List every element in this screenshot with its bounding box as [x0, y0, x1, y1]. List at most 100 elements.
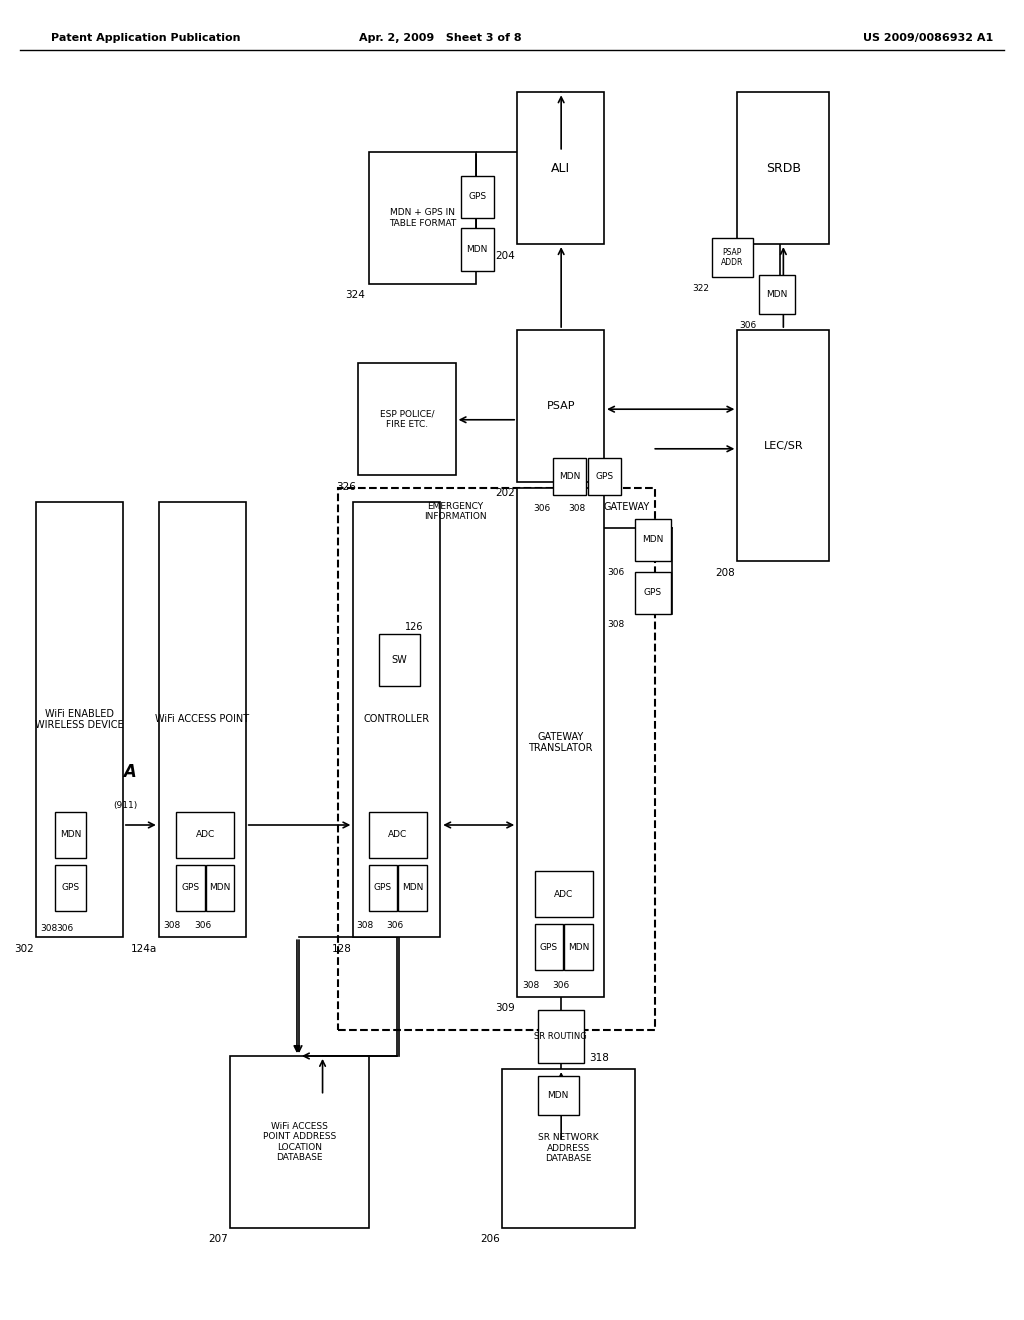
Text: MDN: MDN [60, 830, 81, 840]
FancyBboxPatch shape [502, 1069, 635, 1228]
Text: 306: 306 [534, 504, 551, 513]
Text: 308: 308 [568, 504, 586, 513]
Text: 308: 308 [607, 620, 625, 630]
Text: Apr. 2, 2009   Sheet 3 of 8: Apr. 2, 2009 Sheet 3 of 8 [359, 33, 521, 44]
Text: GPS: GPS [181, 883, 200, 892]
Text: 126: 126 [404, 622, 423, 632]
Text: GPS: GPS [468, 193, 486, 201]
Text: GPS: GPS [644, 589, 662, 597]
FancyBboxPatch shape [517, 488, 604, 997]
Text: 306: 306 [56, 924, 73, 933]
Text: 306: 306 [520, 1125, 538, 1134]
FancyBboxPatch shape [538, 1010, 584, 1063]
Text: 304: 304 [372, 865, 388, 874]
Text: 306: 306 [195, 921, 211, 931]
Text: GPS: GPS [374, 883, 392, 892]
FancyBboxPatch shape [206, 865, 234, 911]
Text: 207: 207 [209, 1234, 228, 1245]
FancyBboxPatch shape [535, 924, 563, 970]
Text: MDN: MDN [548, 1092, 568, 1100]
Text: FIG. 3A: FIG. 3A [69, 763, 136, 781]
Text: 308: 308 [356, 921, 373, 931]
Text: GATEWAY: GATEWAY [604, 502, 650, 512]
Text: MDN: MDN [467, 246, 487, 253]
Text: WiFi ACCESS POINT: WiFi ACCESS POINT [156, 714, 249, 725]
Text: LEC/SR: LEC/SR [764, 441, 803, 450]
FancyBboxPatch shape [55, 812, 86, 858]
Text: GPS: GPS [540, 942, 558, 952]
Text: WiFi ENABLED
WIRELESS DEVICE: WiFi ENABLED WIRELESS DEVICE [35, 709, 124, 730]
FancyBboxPatch shape [358, 363, 456, 475]
Text: ESP POLICE/
FIRE ETC.: ESP POLICE/ FIRE ETC. [380, 409, 434, 429]
Text: 208: 208 [716, 568, 735, 578]
Text: Patent Application Publication: Patent Application Publication [51, 33, 241, 44]
Text: 309: 309 [496, 1003, 515, 1014]
Text: MDN: MDN [402, 883, 423, 892]
Text: 300: 300 [77, 921, 97, 932]
FancyBboxPatch shape [461, 176, 494, 218]
FancyBboxPatch shape [564, 924, 593, 970]
Text: MDN: MDN [210, 883, 230, 892]
Text: 308: 308 [41, 924, 57, 933]
Text: 308: 308 [522, 981, 539, 990]
FancyBboxPatch shape [159, 502, 246, 937]
FancyBboxPatch shape [398, 865, 427, 911]
Text: 306: 306 [739, 321, 757, 330]
FancyBboxPatch shape [759, 275, 795, 314]
Text: 324: 324 [345, 290, 365, 301]
Text: SRDB: SRDB [766, 162, 801, 174]
Text: 128: 128 [332, 944, 351, 954]
FancyBboxPatch shape [353, 502, 440, 937]
Text: 304: 304 [538, 928, 554, 937]
Text: ALI: ALI [551, 162, 570, 174]
FancyBboxPatch shape [369, 152, 476, 284]
FancyBboxPatch shape [369, 812, 427, 858]
Text: 302: 302 [14, 944, 34, 954]
Text: MDN: MDN [568, 942, 589, 952]
Text: GPS: GPS [595, 473, 613, 480]
Text: ADC: ADC [554, 890, 573, 899]
Text: 124a: 124a [130, 944, 157, 954]
Text: ADC: ADC [388, 830, 408, 840]
FancyBboxPatch shape [517, 92, 604, 244]
Text: MDN + GPS IN
TABLE FORMAT: MDN + GPS IN TABLE FORMAT [389, 209, 456, 227]
FancyBboxPatch shape [517, 330, 604, 482]
Text: SR ROUTING: SR ROUTING [535, 1032, 587, 1040]
FancyBboxPatch shape [712, 238, 753, 277]
FancyBboxPatch shape [461, 228, 494, 271]
Text: 326: 326 [337, 482, 356, 492]
Text: CONTROLLER: CONTROLLER [364, 714, 430, 725]
FancyBboxPatch shape [176, 812, 234, 858]
FancyBboxPatch shape [635, 519, 671, 561]
Text: 308: 308 [164, 921, 180, 931]
FancyBboxPatch shape [635, 572, 671, 614]
Text: MDN: MDN [642, 536, 664, 544]
Text: PSAP
ADDR: PSAP ADDR [721, 248, 743, 267]
Text: 322: 322 [692, 284, 710, 293]
Text: 304: 304 [179, 865, 196, 874]
FancyBboxPatch shape [230, 1056, 369, 1228]
Text: 308: 308 [476, 177, 494, 185]
Text: EMERGENCY
INFORMATION: EMERGENCY INFORMATION [424, 502, 487, 521]
Text: 204: 204 [496, 251, 515, 261]
Text: GATEWAY
TRANSLATOR: GATEWAY TRANSLATOR [528, 731, 593, 754]
Text: PSAP: PSAP [547, 401, 574, 411]
FancyBboxPatch shape [588, 458, 621, 495]
FancyBboxPatch shape [737, 330, 829, 561]
Text: (911): (911) [113, 801, 137, 809]
Text: MDN: MDN [766, 290, 787, 298]
Text: 206: 206 [480, 1234, 500, 1245]
FancyBboxPatch shape [553, 458, 586, 495]
Text: 320: 320 [716, 251, 735, 261]
FancyBboxPatch shape [379, 634, 420, 686]
Text: MDN: MDN [559, 473, 580, 480]
FancyBboxPatch shape [176, 865, 205, 911]
Text: SW: SW [391, 655, 408, 665]
Text: SR NETWORK
ADDRESS
DATABASE: SR NETWORK ADDRESS DATABASE [538, 1134, 599, 1163]
Text: US 2009/0086932 A1: US 2009/0086932 A1 [863, 33, 993, 44]
FancyBboxPatch shape [538, 1076, 579, 1115]
FancyBboxPatch shape [535, 871, 593, 917]
Text: 306: 306 [476, 230, 494, 238]
FancyBboxPatch shape [36, 502, 123, 937]
FancyBboxPatch shape [369, 865, 397, 911]
